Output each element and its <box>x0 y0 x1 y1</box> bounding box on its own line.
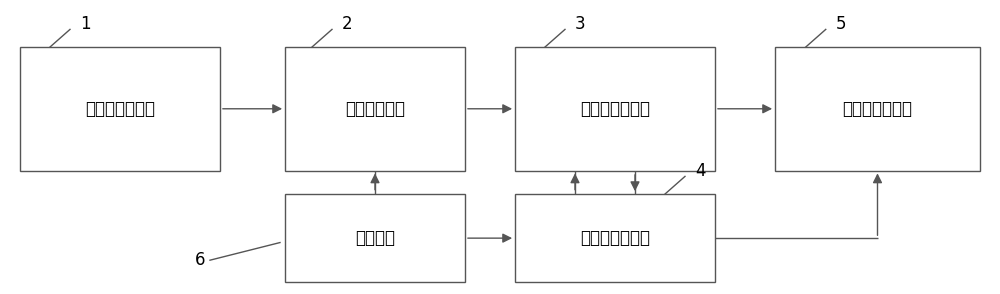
Text: 单片机控制系统: 单片机控制系统 <box>580 100 650 118</box>
Text: 红绿灯显示模块: 红绿灯显示模块 <box>843 100 913 118</box>
Text: 1: 1 <box>80 14 91 33</box>
Bar <box>515 47 715 171</box>
Bar <box>775 47 980 171</box>
Bar <box>515 194 715 282</box>
Text: 2: 2 <box>342 14 353 33</box>
Bar <box>285 194 465 282</box>
Text: 3: 3 <box>575 14 586 33</box>
Bar <box>20 47 220 171</box>
Text: 6: 6 <box>195 251 206 269</box>
Bar <box>285 47 465 171</box>
Text: 反射面通信天线: 反射面通信天线 <box>85 100 155 118</box>
Text: 电源模块: 电源模块 <box>355 229 395 247</box>
Text: 数码管显示模块: 数码管显示模块 <box>580 229 650 247</box>
Text: 5: 5 <box>836 14 846 33</box>
Text: 4: 4 <box>695 161 706 180</box>
Text: 毫米波辐射计: 毫米波辐射计 <box>345 100 405 118</box>
